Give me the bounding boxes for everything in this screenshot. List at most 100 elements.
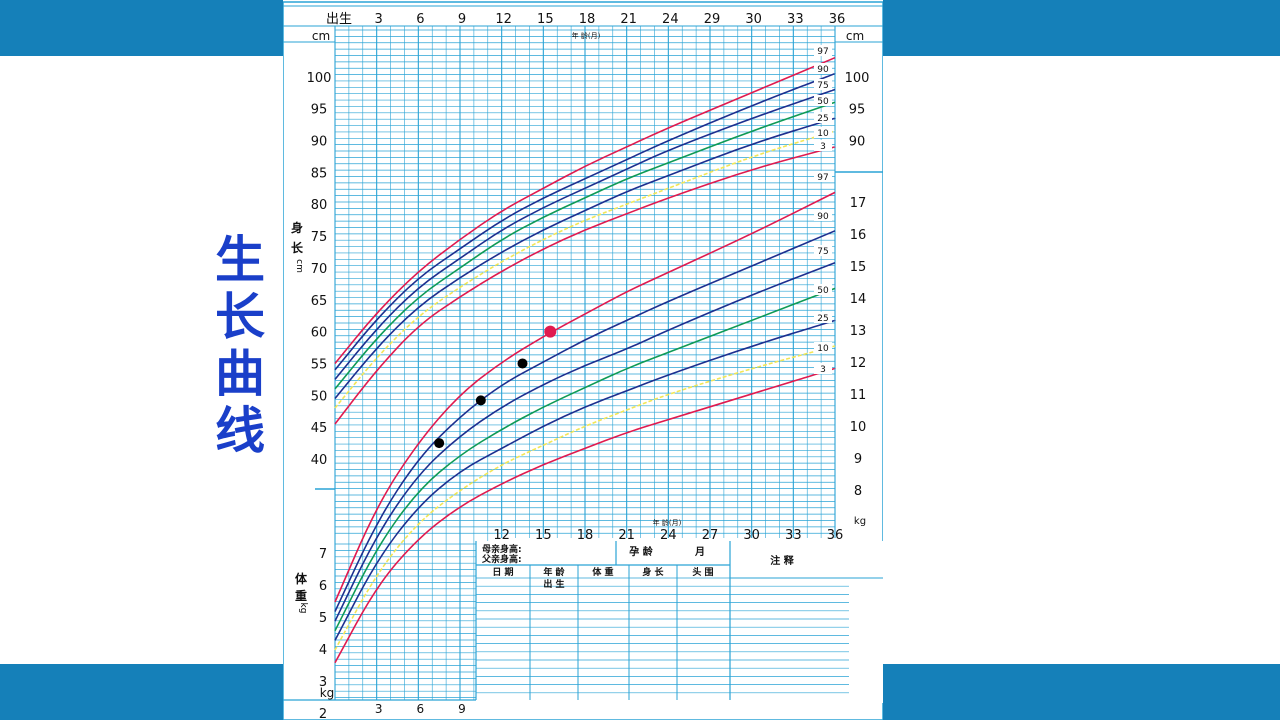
percentile-label-bg xyxy=(814,127,832,138)
percentile-label-bg xyxy=(814,79,832,90)
height-axis-label-2: 长 xyxy=(291,240,304,255)
table-header-2: 体 重 xyxy=(592,566,613,578)
slide-title: 生长曲线 xyxy=(215,231,265,460)
weight-right-tick-9: 9 xyxy=(854,452,862,467)
height-tick-45: 45 xyxy=(311,421,328,436)
height-tick-40: 40 xyxy=(311,453,328,468)
height-tick-65: 65 xyxy=(311,294,328,309)
weight-percentile-label-75: 75 xyxy=(817,247,828,257)
percentile-label-bg xyxy=(814,45,832,56)
x-axis-label-top: 年 龄(月) xyxy=(572,31,601,40)
weight-right-tick-8: 8 xyxy=(854,484,862,499)
bottom-right-band xyxy=(883,664,1280,720)
percentile-90-curve xyxy=(334,230,836,612)
percentile-label-bg xyxy=(814,312,832,323)
weight-unit-left: kg xyxy=(320,686,335,700)
weight-right-tick-12: 12 xyxy=(850,356,867,371)
weight-left-tick-6: 6 xyxy=(319,579,327,594)
percentile-3-curve xyxy=(334,367,836,664)
weight-percentile-label-25: 25 xyxy=(817,314,828,324)
weight-axis-label-2: 重 xyxy=(295,588,307,603)
percentile-90-curve xyxy=(334,72,836,371)
notes-label: 注 释 xyxy=(770,554,794,567)
x-tick-bottom-9: 9 xyxy=(458,702,466,716)
measurement-point-3 xyxy=(517,358,528,369)
weight-percentile-label-50: 50 xyxy=(817,286,829,296)
x-tick-mid-12: 12 xyxy=(493,528,510,543)
x-tick-top-6: 6 xyxy=(416,12,424,27)
growth-chart-sheet: 出生 3 6 9 12 15 18 21 24 29 30 33 36 年 龄(月) cm cm 40 45 50 5… xyxy=(282,0,884,722)
weight-right-tick-15: 15 xyxy=(850,260,867,275)
height-axis-unit: cm xyxy=(294,259,304,273)
percentile-label-bg xyxy=(814,140,832,151)
table-header-0: 日 期 xyxy=(492,566,513,578)
percentile-label-bg xyxy=(814,63,832,74)
height-tick-85: 85 xyxy=(311,166,328,181)
percentile-97-curve xyxy=(334,56,836,364)
x-tick-mid-27: 27 xyxy=(702,528,719,543)
x-tick-top-3: 3 xyxy=(375,12,383,27)
x-tick-mid-33: 33 xyxy=(785,528,802,543)
weight-axis-unit: kg xyxy=(298,603,308,614)
weight-right-tick-13: 13 xyxy=(850,324,867,339)
weight-left-tick-2: 2 xyxy=(319,707,327,720)
top-right-band xyxy=(883,0,1280,56)
percentile-label-bg xyxy=(814,171,832,182)
x-tick-top-出生: 出生 xyxy=(326,12,352,27)
height-right-tick-95: 95 xyxy=(849,103,866,118)
x-tick-mid-36: 36 xyxy=(827,528,844,543)
weight-right-tick-14: 14 xyxy=(850,292,867,307)
gestation-label: 孕 龄 xyxy=(629,545,653,558)
weight-left-tick-4: 4 xyxy=(319,643,327,658)
x-tick-mid-15: 15 xyxy=(535,528,552,543)
height-percentile-label-50: 50 xyxy=(817,97,829,107)
x-tick-top-12: 12 xyxy=(495,12,512,27)
height-percentile-label-97: 97 xyxy=(817,47,828,57)
x-tick-mid-30: 30 xyxy=(743,528,760,543)
x-tick-mid-18: 18 xyxy=(577,528,594,543)
percentile-75-curve xyxy=(334,88,836,380)
weight-percentile-label-3: 3 xyxy=(820,365,826,375)
x-tick-mid-21: 21 xyxy=(618,528,635,543)
x-tick-top-9: 9 xyxy=(458,12,466,27)
top-left-band xyxy=(0,0,283,56)
table-header-3: 身 长 xyxy=(642,566,664,578)
father-height-label: 父亲身高: xyxy=(481,553,522,565)
percentile-25-curve xyxy=(334,117,836,399)
percentile-50-curve xyxy=(334,101,836,390)
growth-chart: 出生 3 6 9 12 15 18 21 24 29 30 33 36年 龄(月)cm cm4045505… xyxy=(282,0,884,722)
x-tick-top-36: 36 xyxy=(829,12,846,27)
weight-right-tick-16: 16 xyxy=(850,228,867,243)
height-percentile-label-90: 90 xyxy=(817,65,829,75)
weight-left-tick-7: 7 xyxy=(319,547,327,562)
percentile-75-curve xyxy=(334,262,836,622)
height-tick-60: 60 xyxy=(311,326,328,341)
measurement-point-4 xyxy=(544,325,557,338)
measurement-point-2 xyxy=(475,395,486,406)
height-percentile-label-75: 75 xyxy=(817,81,828,91)
height-tick-70: 70 xyxy=(311,262,328,277)
percentile-3-curve xyxy=(334,146,836,425)
height-right-tick-90: 90 xyxy=(849,135,866,150)
height-tick-55: 55 xyxy=(311,357,328,372)
weight-percentile-label-97: 97 xyxy=(817,173,828,183)
height-unit-left: cm xyxy=(312,29,330,43)
percentile-label-bg xyxy=(814,95,832,106)
height-tick-95: 95 xyxy=(311,103,328,118)
mother-height-label: 母亲身高: xyxy=(482,543,522,555)
x-tick-bottom-6: 6 xyxy=(417,702,425,716)
height-right-tick-100: 100 xyxy=(845,71,870,86)
percentile-label-bg xyxy=(814,245,832,256)
percentile-25-curve xyxy=(334,319,836,641)
height-percentile-label-25: 25 xyxy=(817,114,828,124)
record-table-bg xyxy=(476,541,883,703)
weight-right-tick-11: 11 xyxy=(850,388,867,403)
weight-right-tick-17: 17 xyxy=(850,196,867,211)
height-tick-100: 100 xyxy=(307,71,332,86)
weight-percentile-label-90: 90 xyxy=(817,212,829,222)
percentile-97-curve xyxy=(334,191,836,603)
percentile-label-bg xyxy=(814,210,832,221)
percentile-label-bg xyxy=(814,112,832,123)
height-tick-50: 50 xyxy=(311,389,328,404)
table-header-4: 头 围 xyxy=(692,566,713,578)
